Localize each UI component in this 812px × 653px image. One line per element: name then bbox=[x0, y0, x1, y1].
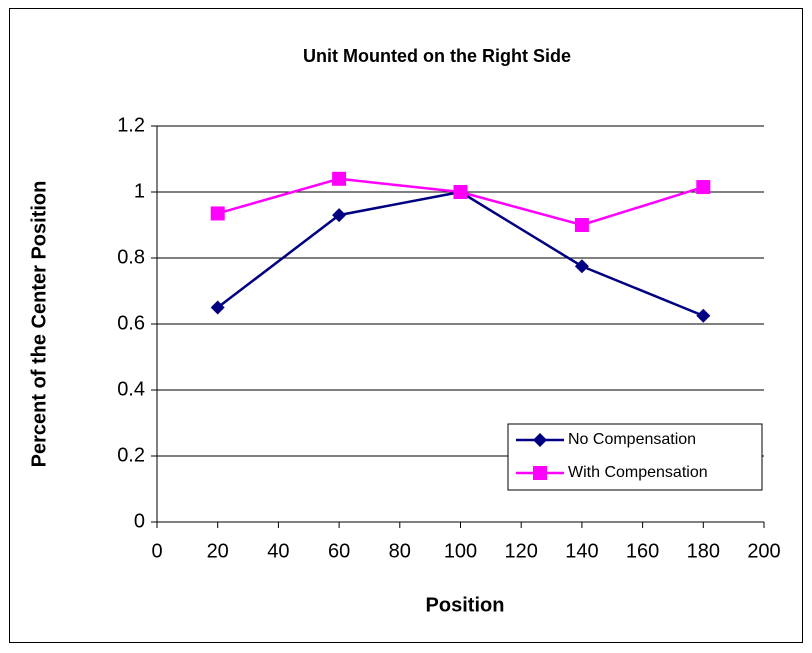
y-tick-label: 0 bbox=[134, 510, 145, 532]
x-tick-label: 180 bbox=[687, 540, 720, 562]
marker bbox=[332, 171, 347, 186]
x-tick-label: 160 bbox=[626, 540, 659, 562]
x-tick-label: 120 bbox=[505, 540, 538, 562]
marker bbox=[210, 206, 225, 221]
y-tick-label: 1 bbox=[134, 180, 145, 202]
marker bbox=[696, 180, 711, 195]
legend-label: With Compensation bbox=[568, 464, 708, 481]
marker bbox=[696, 308, 711, 323]
marker bbox=[332, 208, 347, 223]
x-tick-label: 40 bbox=[267, 540, 289, 562]
legend-label: No Compensation bbox=[568, 431, 696, 448]
y-axis-title: Percent of the Center Position bbox=[28, 181, 50, 468]
legend-marker bbox=[533, 466, 547, 480]
legend-box bbox=[507, 423, 763, 491]
x-tick-label: 140 bbox=[565, 540, 598, 562]
x-tick-label: 100 bbox=[444, 540, 477, 562]
x-tick-label: 0 bbox=[151, 540, 162, 562]
y-tick-label: 0.2 bbox=[117, 444, 145, 466]
marker bbox=[574, 218, 589, 232]
x-tick-label: 80 bbox=[389, 540, 411, 562]
x-tick-label: 60 bbox=[328, 540, 350, 562]
marker bbox=[210, 300, 225, 315]
x-axis-title: Position bbox=[426, 594, 505, 616]
x-tick-label: 200 bbox=[747, 540, 780, 562]
marker bbox=[574, 259, 589, 274]
y-tick-label: 0.4 bbox=[117, 378, 145, 400]
y-tick-label: 0.6 bbox=[117, 312, 145, 334]
y-tick-label: 0.8 bbox=[117, 246, 145, 268]
x-tick-label: 20 bbox=[207, 540, 229, 562]
chart-title: Unit Mounted on the Right Side bbox=[303, 46, 571, 66]
marker bbox=[453, 185, 468, 199]
y-tick-label: 1.2 bbox=[117, 114, 145, 136]
chart-border bbox=[9, 8, 803, 643]
legend-marker bbox=[533, 433, 547, 447]
